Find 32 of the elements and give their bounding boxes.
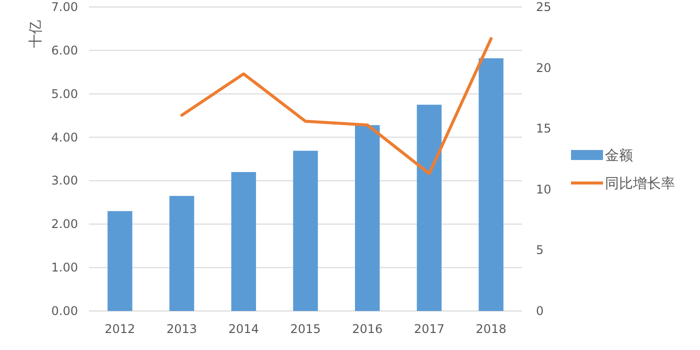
bar <box>416 104 442 311</box>
x-tick-label: 2015 <box>290 322 321 336</box>
bar <box>231 172 256 311</box>
y-tick-label: 1.00 <box>51 260 78 275</box>
y2-tick-label: 10 <box>536 182 552 196</box>
y-axis-title: 十亿 <box>28 20 44 48</box>
y2-tick-label: 0 <box>536 304 544 318</box>
y-tick-label: 6.00 <box>51 43 78 58</box>
y2-tick-label: 20 <box>536 60 552 75</box>
y-tick-label: 0.00 <box>51 304 78 318</box>
y-tick-label: 4.00 <box>51 130 78 144</box>
y-tick-label: 5.00 <box>51 86 78 101</box>
legend-label: 同比增长率 <box>605 176 675 192</box>
bar <box>478 58 504 311</box>
line-series <box>180 37 493 176</box>
y-tick-label: 2.00 <box>51 217 78 232</box>
legend-label: 金额 <box>605 148 633 164</box>
x-tick-label: 2012 <box>104 322 136 336</box>
y-tick-label: 7.00 <box>51 0 78 14</box>
y-tick-label: 3.00 <box>51 174 78 188</box>
y2-tick-label: 15 <box>536 122 552 136</box>
y2-tick-label: 25 <box>536 0 552 14</box>
x-tick-label: 2017 <box>414 322 444 336</box>
bar <box>354 125 380 311</box>
bar <box>169 196 194 311</box>
y2-tick-label: 5 <box>536 243 544 258</box>
x-tick-label: 2014 <box>228 322 259 336</box>
x-tick-label: 2018 <box>476 322 506 336</box>
x-tick-label: 2016 <box>352 322 383 336</box>
bar <box>293 150 318 311</box>
bar <box>108 211 132 311</box>
x-tick-label: 2013 <box>166 322 198 336</box>
